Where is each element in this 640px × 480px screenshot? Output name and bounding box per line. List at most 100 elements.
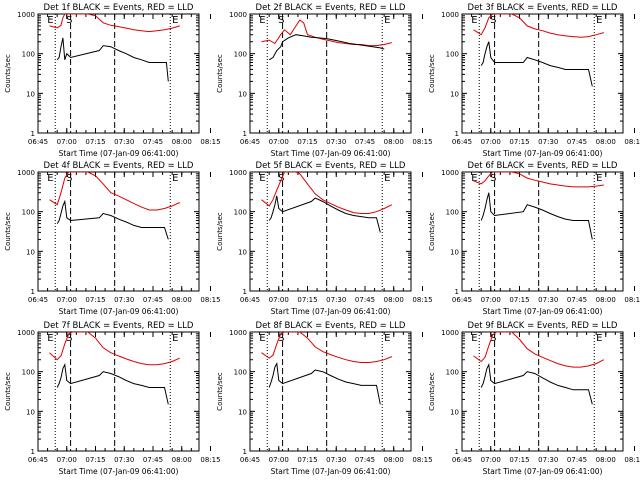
x-tick-label: 07:15 bbox=[85, 456, 105, 464]
flag-label: E bbox=[172, 173, 178, 184]
chart-title: Det 9f BLACK = Events, RED = LLD bbox=[468, 321, 618, 331]
y-axis-label: Counts/sec bbox=[216, 372, 224, 411]
y-tick-label: 1 bbox=[243, 448, 247, 456]
flag-label: E bbox=[172, 15, 178, 26]
x-tick-label: 08:15 bbox=[624, 456, 640, 464]
flag-label: S bbox=[490, 333, 496, 344]
y-tick-label: 10 bbox=[238, 90, 247, 98]
y-tick-label: 1000 bbox=[17, 11, 35, 19]
x-tick-label: 07:30 bbox=[114, 456, 134, 464]
y-tick-label: 1 bbox=[455, 288, 459, 296]
x-tick-label: 07:30 bbox=[538, 456, 558, 464]
y-tick-label: 1 bbox=[31, 288, 35, 296]
y-tick-label: 1000 bbox=[441, 169, 459, 177]
y-tick-label: 1 bbox=[243, 288, 247, 296]
x-tick-label: 07:45 bbox=[567, 138, 587, 146]
x-tick-label: 08:15 bbox=[624, 296, 640, 304]
y-tick-label: 100 bbox=[446, 51, 459, 59]
chart-panel: Det 3f BLACK = Events, RED = LLD Counts/s… bbox=[428, 3, 640, 158]
chart-title: Det 3f BLACK = Events, RED = LLD bbox=[468, 3, 618, 13]
y-axis-label: Counts/sec bbox=[216, 54, 224, 93]
x-tick-label: 08:00 bbox=[596, 296, 616, 304]
lld-series-line bbox=[49, 14, 180, 33]
x-tick-label: 07:45 bbox=[143, 138, 163, 146]
y-tick-label: 1000 bbox=[441, 329, 459, 337]
x-tick-label: 07:45 bbox=[355, 138, 375, 146]
x-tick-label: 07:00 bbox=[57, 456, 77, 464]
x-tick-label: 06:45 bbox=[240, 138, 260, 146]
chart-title: Det 7f BLACK = Events, RED = LLD bbox=[44, 321, 194, 331]
flag-label: S bbox=[490, 173, 496, 184]
flag-label: E bbox=[471, 333, 477, 344]
y-tick-label: 10 bbox=[450, 248, 459, 256]
x-tick-label: 08:15 bbox=[412, 296, 432, 304]
x-tick-label: 07:15 bbox=[509, 296, 529, 304]
chart-panel: Det 7f BLACK = Events, RED = LLD Counts/s… bbox=[4, 321, 221, 476]
y-tick-label: 1 bbox=[455, 448, 459, 456]
flag-label: E bbox=[259, 15, 265, 26]
x-tick-label: 06:45 bbox=[240, 456, 260, 464]
flag-label: E bbox=[259, 333, 265, 344]
y-tick-label: 1000 bbox=[441, 11, 459, 19]
events-series-line bbox=[480, 192, 593, 240]
y-tick-label: 1 bbox=[455, 130, 459, 138]
x-tick-label: 08:00 bbox=[384, 296, 404, 304]
x-tick-label: 06:45 bbox=[240, 296, 260, 304]
lld-series-line bbox=[473, 14, 604, 38]
chart-title: Det 4f BLACK = Events, RED = LLD bbox=[44, 161, 194, 171]
flag-label: E bbox=[172, 333, 178, 344]
x-tick-label: 07:00 bbox=[481, 456, 501, 464]
x-tick-label: 06:45 bbox=[28, 456, 48, 464]
x-tick-label: 07:00 bbox=[57, 296, 77, 304]
x-axis-label: Start Time (07-Jan-09 06:41:00) bbox=[59, 467, 179, 476]
lld-series-line bbox=[49, 172, 181, 211]
x-tick-label: 07:15 bbox=[85, 296, 105, 304]
flag-label: E bbox=[47, 15, 53, 26]
y-tick-label: 10 bbox=[26, 90, 35, 98]
y-axis-label: Counts/sec bbox=[428, 54, 436, 93]
y-tick-label: 1000 bbox=[229, 329, 247, 337]
y-tick-label: 10 bbox=[450, 90, 459, 98]
x-tick-label: 08:15 bbox=[200, 296, 220, 304]
plot-frame bbox=[249, 13, 412, 134]
x-tick-label: 08:15 bbox=[412, 138, 432, 146]
x-tick-label: 08:00 bbox=[384, 138, 404, 146]
y-axis-label: Counts/sec bbox=[4, 212, 12, 251]
y-tick-label: 100 bbox=[234, 369, 247, 377]
flag-label: E bbox=[384, 333, 390, 344]
x-tick-label: 07:30 bbox=[114, 296, 134, 304]
chart-title: Det 8f BLACK = Events, RED = LLD bbox=[256, 321, 406, 331]
x-tick-label: 07:00 bbox=[481, 296, 501, 304]
x-tick-label: 07:30 bbox=[538, 138, 558, 146]
x-axis-label: Start Time (07-Jan-09 06:41:00) bbox=[271, 467, 391, 476]
chart-panel: Det 2f BLACK = Events, RED = LLD Counts/s… bbox=[216, 3, 433, 158]
chart-title: Det 5f BLACK = Events, RED = LLD bbox=[256, 161, 406, 171]
events-series-line bbox=[56, 37, 169, 82]
x-tick-label: 08:00 bbox=[172, 456, 192, 464]
y-tick-label: 1000 bbox=[229, 11, 247, 19]
x-tick-label: 07:15 bbox=[297, 456, 317, 464]
x-axis-label: Start Time (07-Jan-09 06:41:00) bbox=[483, 467, 603, 476]
events-series-line bbox=[268, 195, 381, 233]
x-tick-label: 06:45 bbox=[452, 296, 472, 304]
x-tick-label: 07:30 bbox=[114, 138, 134, 146]
plot-frame bbox=[461, 171, 624, 292]
x-tick-label: 07:30 bbox=[326, 296, 346, 304]
plot-frame bbox=[37, 331, 200, 452]
x-tick-label: 08:00 bbox=[596, 138, 616, 146]
flag-label: S bbox=[66, 333, 72, 344]
flag-label: E bbox=[259, 173, 265, 184]
events-series-line bbox=[268, 361, 381, 405]
x-tick-label: 08:00 bbox=[384, 456, 404, 464]
x-axis-label: Start Time (07-Jan-09 06:41:00) bbox=[59, 149, 179, 158]
y-tick-label: 10 bbox=[26, 248, 35, 256]
x-axis-label: Start Time (07-Jan-09 06:41:00) bbox=[59, 307, 179, 316]
flag-label: E bbox=[471, 173, 477, 184]
lld-series-line bbox=[261, 172, 393, 214]
chart-title: Det 2f BLACK = Events, RED = LLD bbox=[256, 3, 406, 13]
y-tick-label: 10 bbox=[238, 248, 247, 256]
flag-label: E bbox=[471, 15, 477, 26]
x-tick-label: 06:45 bbox=[28, 296, 48, 304]
events-series-line bbox=[268, 34, 385, 61]
y-tick-label: 10 bbox=[238, 408, 247, 416]
